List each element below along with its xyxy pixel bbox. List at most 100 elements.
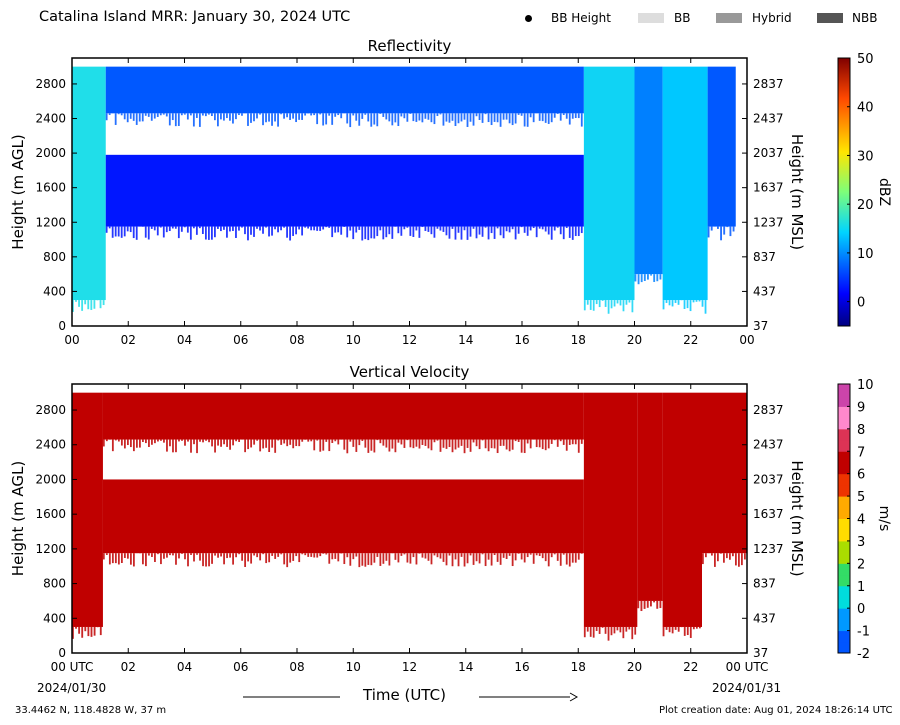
heatmap-fringe bbox=[223, 226, 225, 230]
heatmap-fringe bbox=[643, 600, 646, 609]
x-tick-label: 02 bbox=[121, 660, 136, 674]
heatmap-fringe bbox=[250, 553, 253, 564]
heatmap-fringe bbox=[193, 553, 195, 562]
heatmap-fringe bbox=[84, 300, 87, 305]
heatmap-fringe bbox=[475, 439, 478, 447]
heatmap-fringe bbox=[343, 439, 346, 450]
heatmap-fringe bbox=[388, 226, 391, 235]
y-tick-label: 400 bbox=[43, 611, 66, 625]
heatmap-fringe bbox=[469, 439, 472, 452]
heatmap-fringe bbox=[361, 439, 364, 441]
heatmap-fringe bbox=[659, 274, 662, 280]
heatmap-fringe bbox=[289, 113, 291, 120]
y-tick-label-right: 37 bbox=[753, 319, 768, 333]
heatmap-fringe bbox=[328, 226, 331, 228]
heatmap-fringe bbox=[568, 226, 571, 238]
heatmap-fringe bbox=[466, 113, 469, 127]
heatmap-fringe bbox=[433, 439, 436, 443]
heatmap-fringe bbox=[310, 439, 313, 442]
colorbar-label: m/s bbox=[876, 506, 892, 532]
heatmap-fringe bbox=[689, 626, 692, 638]
heatmap-fringe bbox=[129, 226, 132, 233]
x-tick-label: 14 bbox=[458, 660, 473, 674]
heatmap-fringe bbox=[541, 113, 544, 122]
heatmap-fringe bbox=[307, 439, 310, 442]
heatmap-fringe bbox=[313, 226, 316, 231]
y-tick-label-right: 2037 bbox=[753, 472, 784, 486]
heatmap-fringe bbox=[451, 553, 454, 567]
heatmap-fringe bbox=[181, 439, 183, 441]
heatmap-fringe bbox=[481, 226, 484, 237]
heatmap-fringe bbox=[165, 226, 168, 233]
heatmap-fringe bbox=[502, 226, 505, 239]
heatmap-fringe bbox=[99, 300, 102, 309]
y-tick-label-right: 837 bbox=[753, 577, 776, 591]
heatmap-fringe bbox=[385, 113, 388, 120]
heatmap-fringe bbox=[574, 553, 577, 563]
heatmap-fringe bbox=[177, 113, 180, 126]
heatmap-fringe bbox=[556, 113, 559, 114]
heatmap-fringe bbox=[304, 553, 307, 556]
heatmap-fringe bbox=[244, 439, 247, 453]
heatmap-cell bbox=[72, 66, 106, 301]
heatmap-fringe bbox=[601, 300, 604, 301]
heatmap-fringe bbox=[123, 113, 126, 120]
heatmap-fringe bbox=[403, 113, 406, 119]
heatmap-fringe bbox=[439, 439, 442, 452]
heatmap-fringe bbox=[280, 553, 283, 555]
y-axis-label: Height (m AGL) bbox=[9, 461, 27, 576]
heatmap-fringe bbox=[409, 113, 412, 114]
heatmap-fringe bbox=[403, 439, 406, 448]
heatmap-fringe bbox=[517, 439, 520, 442]
heatmap-fringe bbox=[616, 626, 619, 631]
heatmap-fringe bbox=[613, 300, 616, 307]
heatmap-fringe bbox=[226, 113, 228, 119]
heatmap-fringe bbox=[298, 553, 301, 563]
heatmap-fringe bbox=[448, 226, 451, 239]
heatmap-fringe bbox=[355, 553, 358, 557]
heatmap-fringe bbox=[388, 439, 391, 452]
heatmap-fringe bbox=[538, 553, 541, 556]
heatmap-fringe bbox=[698, 300, 701, 302]
heatmap-fringe bbox=[117, 226, 120, 237]
heatmap-fringe bbox=[379, 113, 382, 114]
heatmap-fringe bbox=[301, 113, 304, 120]
heatmap-fringe bbox=[262, 439, 265, 449]
heatmap-fringe bbox=[415, 226, 418, 231]
heatmap-fringe bbox=[226, 226, 228, 238]
heatmap-fringe bbox=[445, 553, 448, 566]
heatmap-fringe bbox=[361, 226, 364, 241]
heatmap-fringe bbox=[126, 553, 129, 559]
colorbar-segment bbox=[838, 507, 850, 519]
heatmap-fringe bbox=[457, 226, 460, 233]
heatmap-fringe bbox=[397, 226, 400, 234]
heatmap-fringe bbox=[313, 113, 316, 116]
heatmap-fringe bbox=[114, 113, 117, 125]
heatmap-fringe bbox=[210, 113, 213, 117]
heatmap-fringe bbox=[544, 439, 547, 451]
heatmap-cell bbox=[105, 154, 584, 227]
heatmap-fringe bbox=[120, 113, 123, 116]
heatmap-fringe bbox=[81, 300, 84, 311]
heatmap-fringe bbox=[238, 439, 241, 442]
heatmap-fringe bbox=[316, 113, 319, 125]
heatmap-fringe bbox=[111, 553, 114, 564]
heatmap-fringe bbox=[481, 439, 484, 441]
heatmap-fringe bbox=[171, 226, 174, 229]
heatmap-fringe bbox=[207, 226, 210, 240]
heatmap-fringe bbox=[574, 226, 577, 237]
heatmap-fringe bbox=[157, 439, 159, 442]
heatmap-fringe bbox=[232, 226, 234, 231]
heatmap-fringe bbox=[189, 226, 192, 240]
heatmap-fringe bbox=[640, 274, 643, 283]
heatmap-fringe bbox=[126, 113, 129, 123]
heatmap-fringe bbox=[268, 113, 270, 122]
heatmap-fringe bbox=[364, 226, 367, 240]
heatmap-fringe bbox=[544, 113, 547, 123]
heatmap-fringe bbox=[394, 553, 397, 560]
heatmap-fringe bbox=[271, 113, 273, 126]
heatmap-fringe bbox=[346, 113, 349, 124]
heatmap-fringe bbox=[707, 226, 710, 238]
heatmap-fringe bbox=[150, 113, 153, 121]
